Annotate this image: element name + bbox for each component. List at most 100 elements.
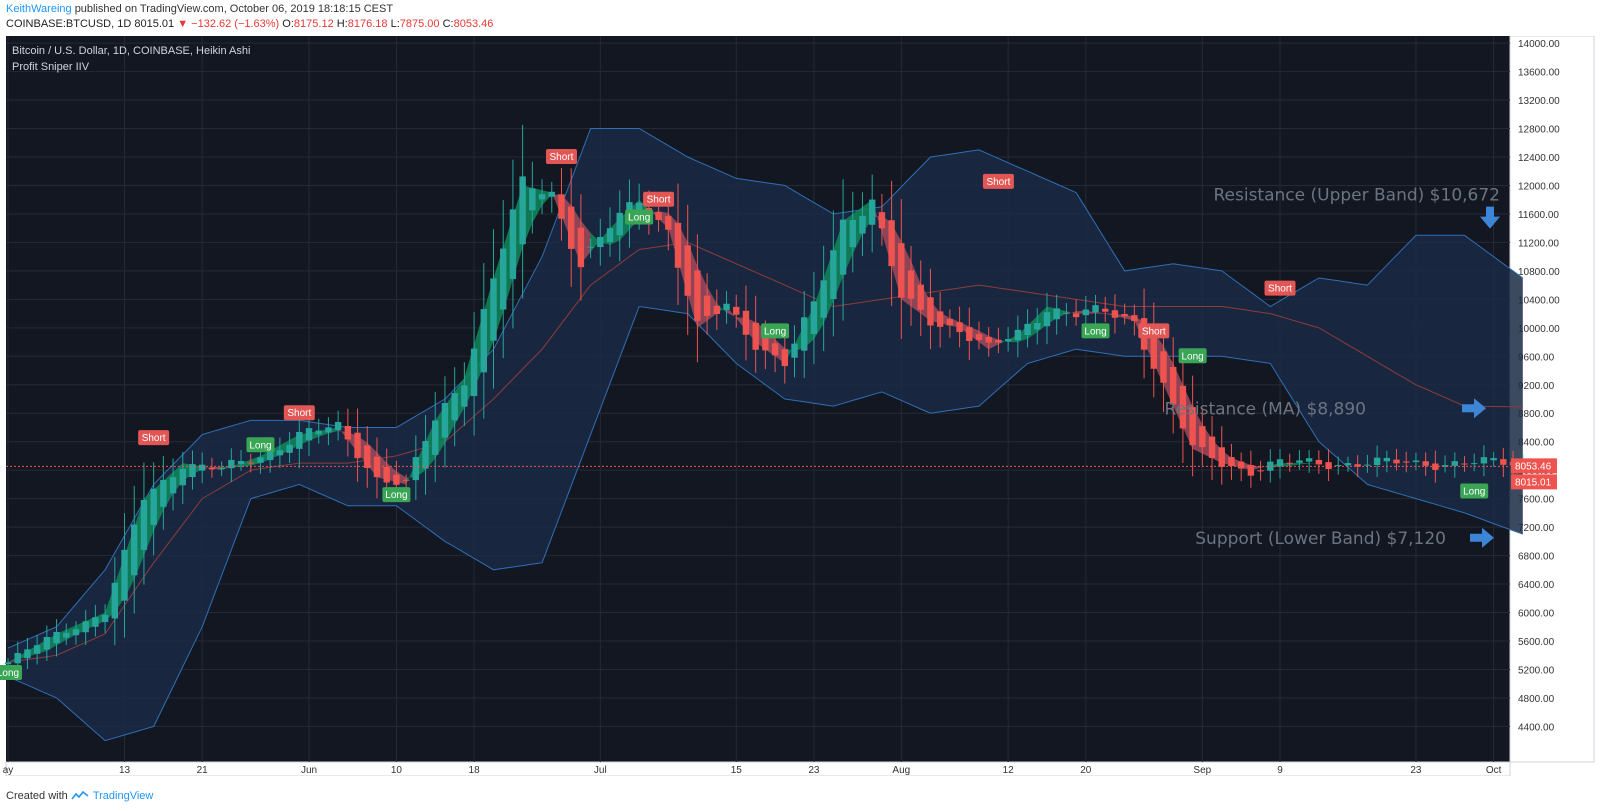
annotation-label: Resistance (Upper Band) $10,672 <box>1213 186 1500 206</box>
candle-body <box>1024 323 1031 336</box>
candle-body <box>1354 464 1361 467</box>
candle-body <box>752 322 759 350</box>
candle-body <box>1257 470 1264 472</box>
y-tick-label: 7600.00 <box>1518 495 1555 506</box>
annotation-label: Support (Lower Band) $7,120 <box>1195 529 1446 549</box>
candle-body <box>189 464 196 478</box>
ohlc-line: COINBASE:BTCUSD, 1D 8015.01 ▼ −132.62 (−… <box>6 18 493 30</box>
long-signal-tag <box>1081 323 1110 339</box>
y-tick-label: 12400.00 <box>1518 153 1560 164</box>
candle-body <box>160 479 167 507</box>
short-signal-tag <box>138 430 170 446</box>
close-label: C: <box>442 18 454 30</box>
candle-body <box>849 220 856 248</box>
tradingview-link[interactable]: TradingView <box>92 790 154 802</box>
candle-body <box>694 270 701 321</box>
candle-body <box>199 464 206 471</box>
lower-band-line <box>7 305 1523 742</box>
x-tick-label: 13 <box>119 765 131 776</box>
candle-body <box>1393 459 1400 464</box>
candle-body <box>1053 308 1060 320</box>
long-signal-tag <box>246 437 275 453</box>
y-tick-label: 4800.00 <box>1518 694 1555 705</box>
candle-body <box>1286 462 1293 464</box>
candle-body <box>703 295 711 316</box>
short-signal-label: Short <box>1268 284 1292 295</box>
candle-body <box>655 212 662 220</box>
short-signal-tag <box>1138 323 1170 339</box>
long-signal-label: Long <box>1084 326 1106 337</box>
short-signal-tag <box>283 405 315 421</box>
bollinger-band-fill <box>8 128 1523 741</box>
y-tick-label: 12000.00 <box>1518 181 1560 192</box>
candle-body <box>334 421 342 430</box>
candle-body <box>276 450 284 456</box>
y-tick-label: 8400.00 <box>1518 438 1555 449</box>
candle-body <box>490 278 497 341</box>
candle-body <box>801 317 808 351</box>
y-tick-label: 4400.00 <box>1518 722 1555 733</box>
candle-body <box>111 582 119 619</box>
long-signal-label: Long <box>0 668 19 679</box>
y-tick-label: 9600.00 <box>1518 352 1555 363</box>
candle-body <box>616 212 623 236</box>
candle-body <box>1500 459 1507 465</box>
long-signal-label: Long <box>764 326 786 337</box>
signal-ribbon-segment <box>1095 312 1106 314</box>
candle-body <box>1237 461 1245 469</box>
candle-body <box>1383 457 1391 462</box>
x-tick-label: 20 <box>1080 765 1092 776</box>
x-tick-label: ay <box>3 765 14 776</box>
short-signal-tag <box>545 149 577 164</box>
price-label-box <box>1511 458 1557 474</box>
candle-body <box>14 653 21 664</box>
candle-body <box>713 305 721 314</box>
signal-ribbon-segment <box>1289 463 1300 466</box>
y-tick-label: 6000.00 <box>1518 609 1555 620</box>
candle-body <box>169 477 177 494</box>
candle-body <box>762 336 769 351</box>
candle-body <box>771 343 779 356</box>
x-tick-label: Sep <box>1193 765 1211 776</box>
x-tick-label: 12 <box>1003 765 1015 776</box>
candle-body <box>247 462 254 464</box>
y-tick-label: 13600.00 <box>1518 68 1560 79</box>
candle-body <box>606 228 614 243</box>
author-link[interactable]: KeithWareing <box>6 3 72 15</box>
price-chart[interactable]: 4400.00 4800.00 5200.00 5600.00 6000.00 6400.… <box>0 36 1600 776</box>
candle-body <box>810 301 818 334</box>
candle-body <box>1179 385 1187 429</box>
candle-body <box>830 250 837 300</box>
short-signal-label: Short <box>1142 326 1166 337</box>
long-signal-tag <box>382 487 411 503</box>
candle-body <box>519 176 526 245</box>
candle-body <box>1461 463 1468 465</box>
created-with-label: Created with <box>6 790 68 802</box>
y-tick-label: 10000.00 <box>1518 324 1560 335</box>
x-tick-label: Jul <box>594 765 607 776</box>
candle-body <box>1412 460 1420 463</box>
candle-body <box>53 631 60 644</box>
candle-body <box>150 488 157 525</box>
candle-body <box>179 468 186 486</box>
y-tick-label: 13200.00 <box>1518 96 1560 107</box>
price-label: 8053.46 <box>1515 461 1552 472</box>
candle-body <box>422 441 429 469</box>
tradingview-logo-icon <box>71 791 89 800</box>
candle-body <box>868 199 876 225</box>
candle-body <box>63 632 70 638</box>
candle-body <box>393 474 400 485</box>
short-signal-label: Short <box>550 152 574 163</box>
candle-body <box>1325 462 1332 469</box>
publish-info: published on TradingView.com, October 06… <box>74 3 394 15</box>
candle-body <box>781 349 788 367</box>
candle-body <box>470 348 478 397</box>
candle-body <box>1344 463 1352 466</box>
candle-body <box>1004 339 1012 342</box>
candle-body <box>529 188 536 211</box>
candle-body <box>936 311 944 327</box>
candle-body <box>500 248 507 310</box>
candle-body <box>24 649 31 659</box>
y-tick-label: 10400.00 <box>1518 295 1560 306</box>
candle-body <box>1072 313 1080 318</box>
